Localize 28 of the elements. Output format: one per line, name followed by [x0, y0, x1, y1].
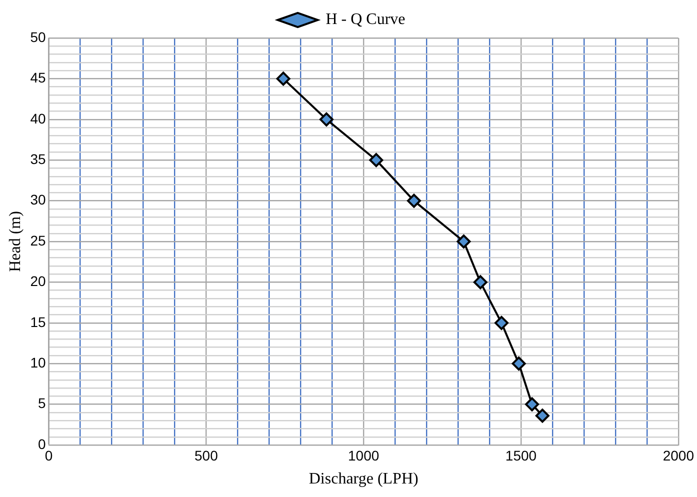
point	[406, 194, 421, 208]
y-tick-label: 50	[30, 28, 46, 45]
y-tick-label: 20	[30, 273, 46, 290]
point	[369, 153, 384, 168]
y-axis-title: Head (m)	[6, 211, 24, 272]
x-tick-label: 500	[194, 447, 218, 464]
point	[319, 112, 334, 126]
y-tick-label: 15	[30, 314, 46, 330]
point	[473, 275, 488, 290]
y-tick-label: 0	[38, 436, 46, 452]
y-tick-label: 25	[30, 232, 46, 248]
x-tick-label: 1500	[505, 447, 537, 464]
legend-label: H - Q Curve	[326, 11, 406, 28]
point	[456, 234, 471, 248]
y-tick-label: 40	[30, 110, 46, 126]
point	[535, 408, 550, 423]
x-axis-title: Discharge (LPH)	[308, 470, 418, 488]
point	[525, 397, 540, 412]
y-tick-label: 45	[30, 70, 46, 86]
y-tick-label: 5	[38, 395, 46, 412]
x-tick-label: 2000	[662, 447, 694, 464]
point	[276, 72, 290, 86]
point	[512, 356, 526, 371]
point	[494, 316, 508, 330]
y-tick-label: 30	[30, 192, 46, 208]
y-tick-label: 35	[30, 150, 46, 167]
x-tick-label: 1000	[348, 447, 380, 464]
y-tick-label: 10	[30, 354, 46, 370]
